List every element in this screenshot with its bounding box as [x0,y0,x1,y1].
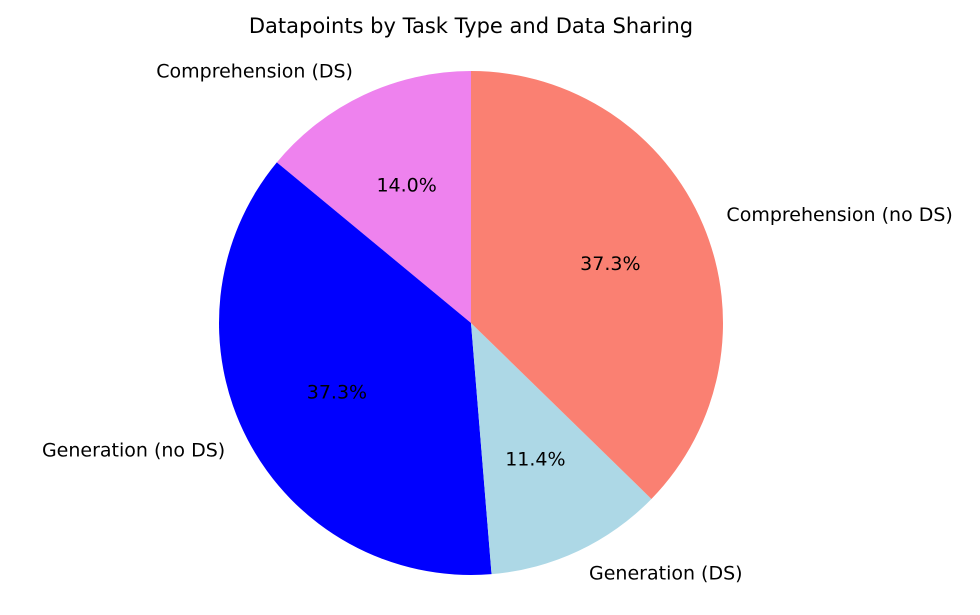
percent-labels: 14.0% 37.3% 11.4% 37.3% [307,175,641,471]
slice-label-comprehension-no-ds: Comprehension (no DS) [726,204,952,226]
pie-slices [219,71,723,576]
pie-slice-generation-ds [471,323,652,575]
percent-label-comprehension-no-ds: 37.3% [580,253,640,275]
pie-slice-generation-no-ds [219,162,492,576]
percent-label-comprehension-ds: 14.0% [376,175,436,197]
pie-slice-comprehension-ds [276,71,471,323]
pie-slice-comprehension-no-ds [471,71,723,499]
chart-title: Datapoints by Task Type and Data Sharing [249,14,693,38]
slice-label-comprehension-ds: Comprehension (DS) [156,61,353,83]
slice-label-generation-ds: Generation (DS) [589,562,743,584]
slice-labels: Comprehension (DS) Generation (no DS) Gene… [42,61,953,585]
slice-label-generation-no-ds: Generation (no DS) [42,440,225,462]
percent-label-generation-ds: 11.4% [505,448,565,470]
percent-label-generation-no-ds: 37.3% [307,381,367,403]
